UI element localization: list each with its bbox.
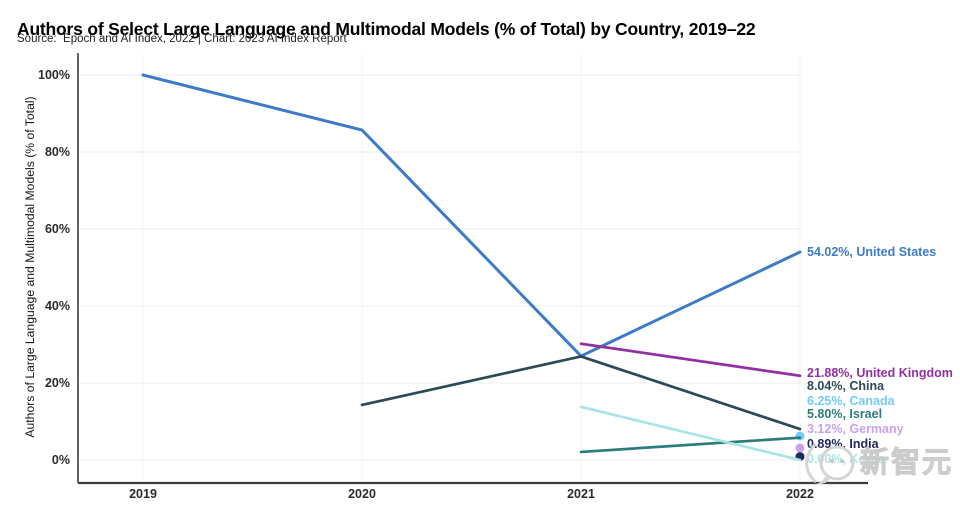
series-line-china: [360, 355, 802, 431]
series-line-korea: [579, 405, 802, 462]
x-tick-label: 2021: [567, 487, 595, 501]
end-label-united-kingdom: 21.88%, United Kingdom: [807, 365, 953, 380]
y-tick-label: 100%: [38, 67, 70, 82]
y-tick-label: 40%: [44, 298, 70, 313]
chart-source-line: Source: Epoch and AI Index, 2022 | Chart…: [17, 33, 347, 45]
x-tick-label: 2019: [129, 487, 157, 501]
y-tick-label: 20%: [44, 375, 70, 390]
series-line-united-kingdom: [579, 342, 802, 378]
endpoint-dot-germany: [795, 443, 805, 453]
end-label-india: 0.89%, India: [807, 436, 879, 451]
series-line-united-states: [141, 73, 802, 358]
end-label-china: 8.04%, China: [807, 379, 885, 393]
x-tick-label: 2020: [348, 487, 376, 501]
x-tick-label: 2022: [786, 487, 814, 501]
y-tick-label: 80%: [44, 144, 70, 159]
end-label-united-states: 54.02%, United States: [807, 244, 937, 259]
y-tick-label: 0%: [51, 452, 70, 467]
y-tick-label: 60%: [44, 221, 70, 236]
series-line-israel: [579, 436, 802, 454]
end-label-israel: 5.80%, Israel: [807, 407, 883, 421]
end-label-germany: 3.12%, Germany: [807, 421, 904, 436]
end-label-canada: 6.25%, Canada: [807, 393, 895, 408]
end-label-korea: 0.00%, Korea: [807, 451, 885, 466]
chart-title: Authors of Select Large Language and Mul…: [17, 18, 756, 39]
